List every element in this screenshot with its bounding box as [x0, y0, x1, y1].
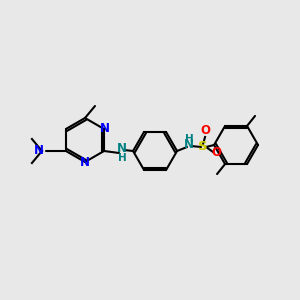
Text: S: S [198, 140, 208, 154]
Text: N: N [80, 157, 90, 169]
Text: O: O [211, 146, 221, 158]
Text: N: N [34, 145, 44, 158]
Text: H: H [118, 153, 126, 163]
Text: N: N [184, 139, 194, 152]
Text: N: N [100, 122, 110, 136]
Text: H: H [185, 134, 194, 144]
Text: N: N [117, 142, 127, 154]
Text: O: O [200, 124, 210, 136]
